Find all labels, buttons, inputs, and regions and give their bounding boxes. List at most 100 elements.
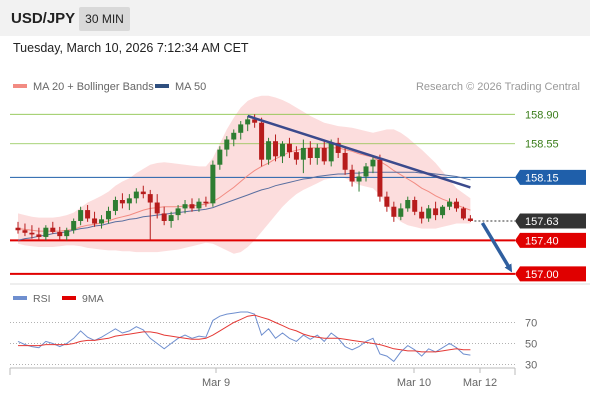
resistance-label: 158.55 [525, 139, 559, 151]
candle-body [22, 230, 28, 233]
ma20-line [17, 147, 471, 232]
candle-body [279, 143, 285, 157]
candle-body [252, 119, 258, 123]
ma50-line [17, 171, 471, 241]
pivot-label: 158.15 [525, 172, 559, 184]
candle-body [189, 204, 195, 209]
candlesticks [15, 114, 473, 241]
candle-body [398, 208, 404, 217]
x-axis-label: Mar 12 [463, 377, 497, 389]
candle-body [105, 210, 111, 220]
price-labels: 158.90 158.55 158.15 157.63 157.40 157.00 [515, 109, 586, 282]
candle-body [405, 200, 411, 209]
candle-body [78, 210, 84, 221]
candle-body [224, 139, 230, 150]
candle-body [154, 202, 160, 214]
candle-body [440, 206, 446, 216]
candle-body [99, 219, 105, 224]
candle-body [210, 164, 216, 204]
candle-body [342, 152, 348, 170]
candle-body [15, 227, 21, 231]
candle-body [85, 210, 91, 219]
candle-body [92, 218, 98, 224]
chart-header: USD/JPY 30 MIN [0, 0, 590, 36]
candle-body [168, 215, 174, 221]
candle-body [377, 159, 383, 197]
candle-body [467, 218, 473, 221]
candle-body [161, 213, 167, 221]
candle-body [140, 191, 146, 195]
pivot-label-bg [515, 169, 586, 185]
candle-body [133, 191, 139, 199]
candle-body [370, 159, 376, 167]
candle-body [321, 147, 327, 162]
candle-body [314, 147, 320, 158]
candle-body [203, 201, 209, 204]
candle-body [286, 143, 292, 153]
resistance-label: 158.90 [525, 109, 559, 121]
candle-body [245, 119, 251, 125]
rsi-tick-label: 30 [525, 360, 537, 372]
candle-body [57, 231, 63, 237]
candle-body [433, 208, 439, 216]
candle-body [36, 234, 42, 237]
candle-body [426, 208, 432, 219]
moving-averages [17, 147, 471, 241]
x-axis-labels: Mar 9 Mar 10 Mar 12 [202, 368, 497, 389]
candle-body [71, 221, 77, 231]
candle-body [50, 227, 56, 232]
candle-body [112, 200, 118, 211]
candle-body [391, 206, 397, 217]
research-credit: Research © 2026 Trading Central [416, 81, 580, 93]
support-label: 157.40 [525, 235, 559, 247]
ma20-legend-label: MA 20 + Bollinger Bands [33, 81, 154, 93]
candle-body [273, 141, 279, 157]
symbol-label: USD/JPY [11, 10, 76, 27]
chart-overlays [247, 114, 515, 273]
candle-body [349, 169, 355, 182]
timestamp: Tuesday, March 10, 2026 7:12:34 AM CET [13, 41, 249, 55]
current-label-bg [515, 213, 586, 229]
x-axis-label: Mar 10 [397, 377, 431, 389]
candle-body [307, 147, 313, 158]
candle-body [196, 201, 202, 209]
current-label: 157.63 [525, 216, 559, 228]
candle-body [453, 201, 459, 209]
candle-body [412, 200, 418, 212]
candle-body [182, 204, 188, 209]
candle-body [363, 166, 369, 177]
candle-body [126, 198, 132, 204]
support-label-bg [515, 266, 586, 282]
candle-body [266, 141, 272, 160]
candle-body [64, 230, 70, 237]
candle-body [447, 201, 453, 207]
candle-body [119, 200, 125, 204]
candle-body [460, 208, 466, 219]
rsi-line [17, 311, 471, 363]
candle-body [217, 149, 223, 165]
rsi-legend-label: RSI [33, 293, 51, 305]
candle-body [328, 142, 334, 162]
bollinger-band-area [18, 95, 471, 254]
rsi-panel: 70 50 30 [10, 311, 537, 372]
rsi-ma-line [18, 314, 471, 353]
candle-body [293, 152, 299, 160]
rsi-ma-legend-label: 9MA [82, 293, 104, 305]
candle-body [259, 122, 265, 160]
x-axis-label: Mar 9 [202, 377, 230, 389]
candle-body [29, 232, 35, 235]
support-label-bg [515, 232, 586, 248]
candle-body [231, 132, 237, 140]
candle-body [384, 196, 390, 207]
rsi-tick-label: 50 [525, 339, 537, 351]
timeframe-badge[interactable]: 30 MIN [79, 7, 130, 31]
candle-body [238, 124, 244, 133]
candle-body [419, 211, 425, 219]
ma50-legend-label: MA 50 [175, 81, 206, 93]
candle-body [300, 147, 306, 160]
trend-line [247, 114, 471, 189]
rsi-tick-label: 70 [525, 318, 537, 330]
bollinger-band [18, 95, 471, 254]
forecast-arrow [480, 222, 513, 273]
